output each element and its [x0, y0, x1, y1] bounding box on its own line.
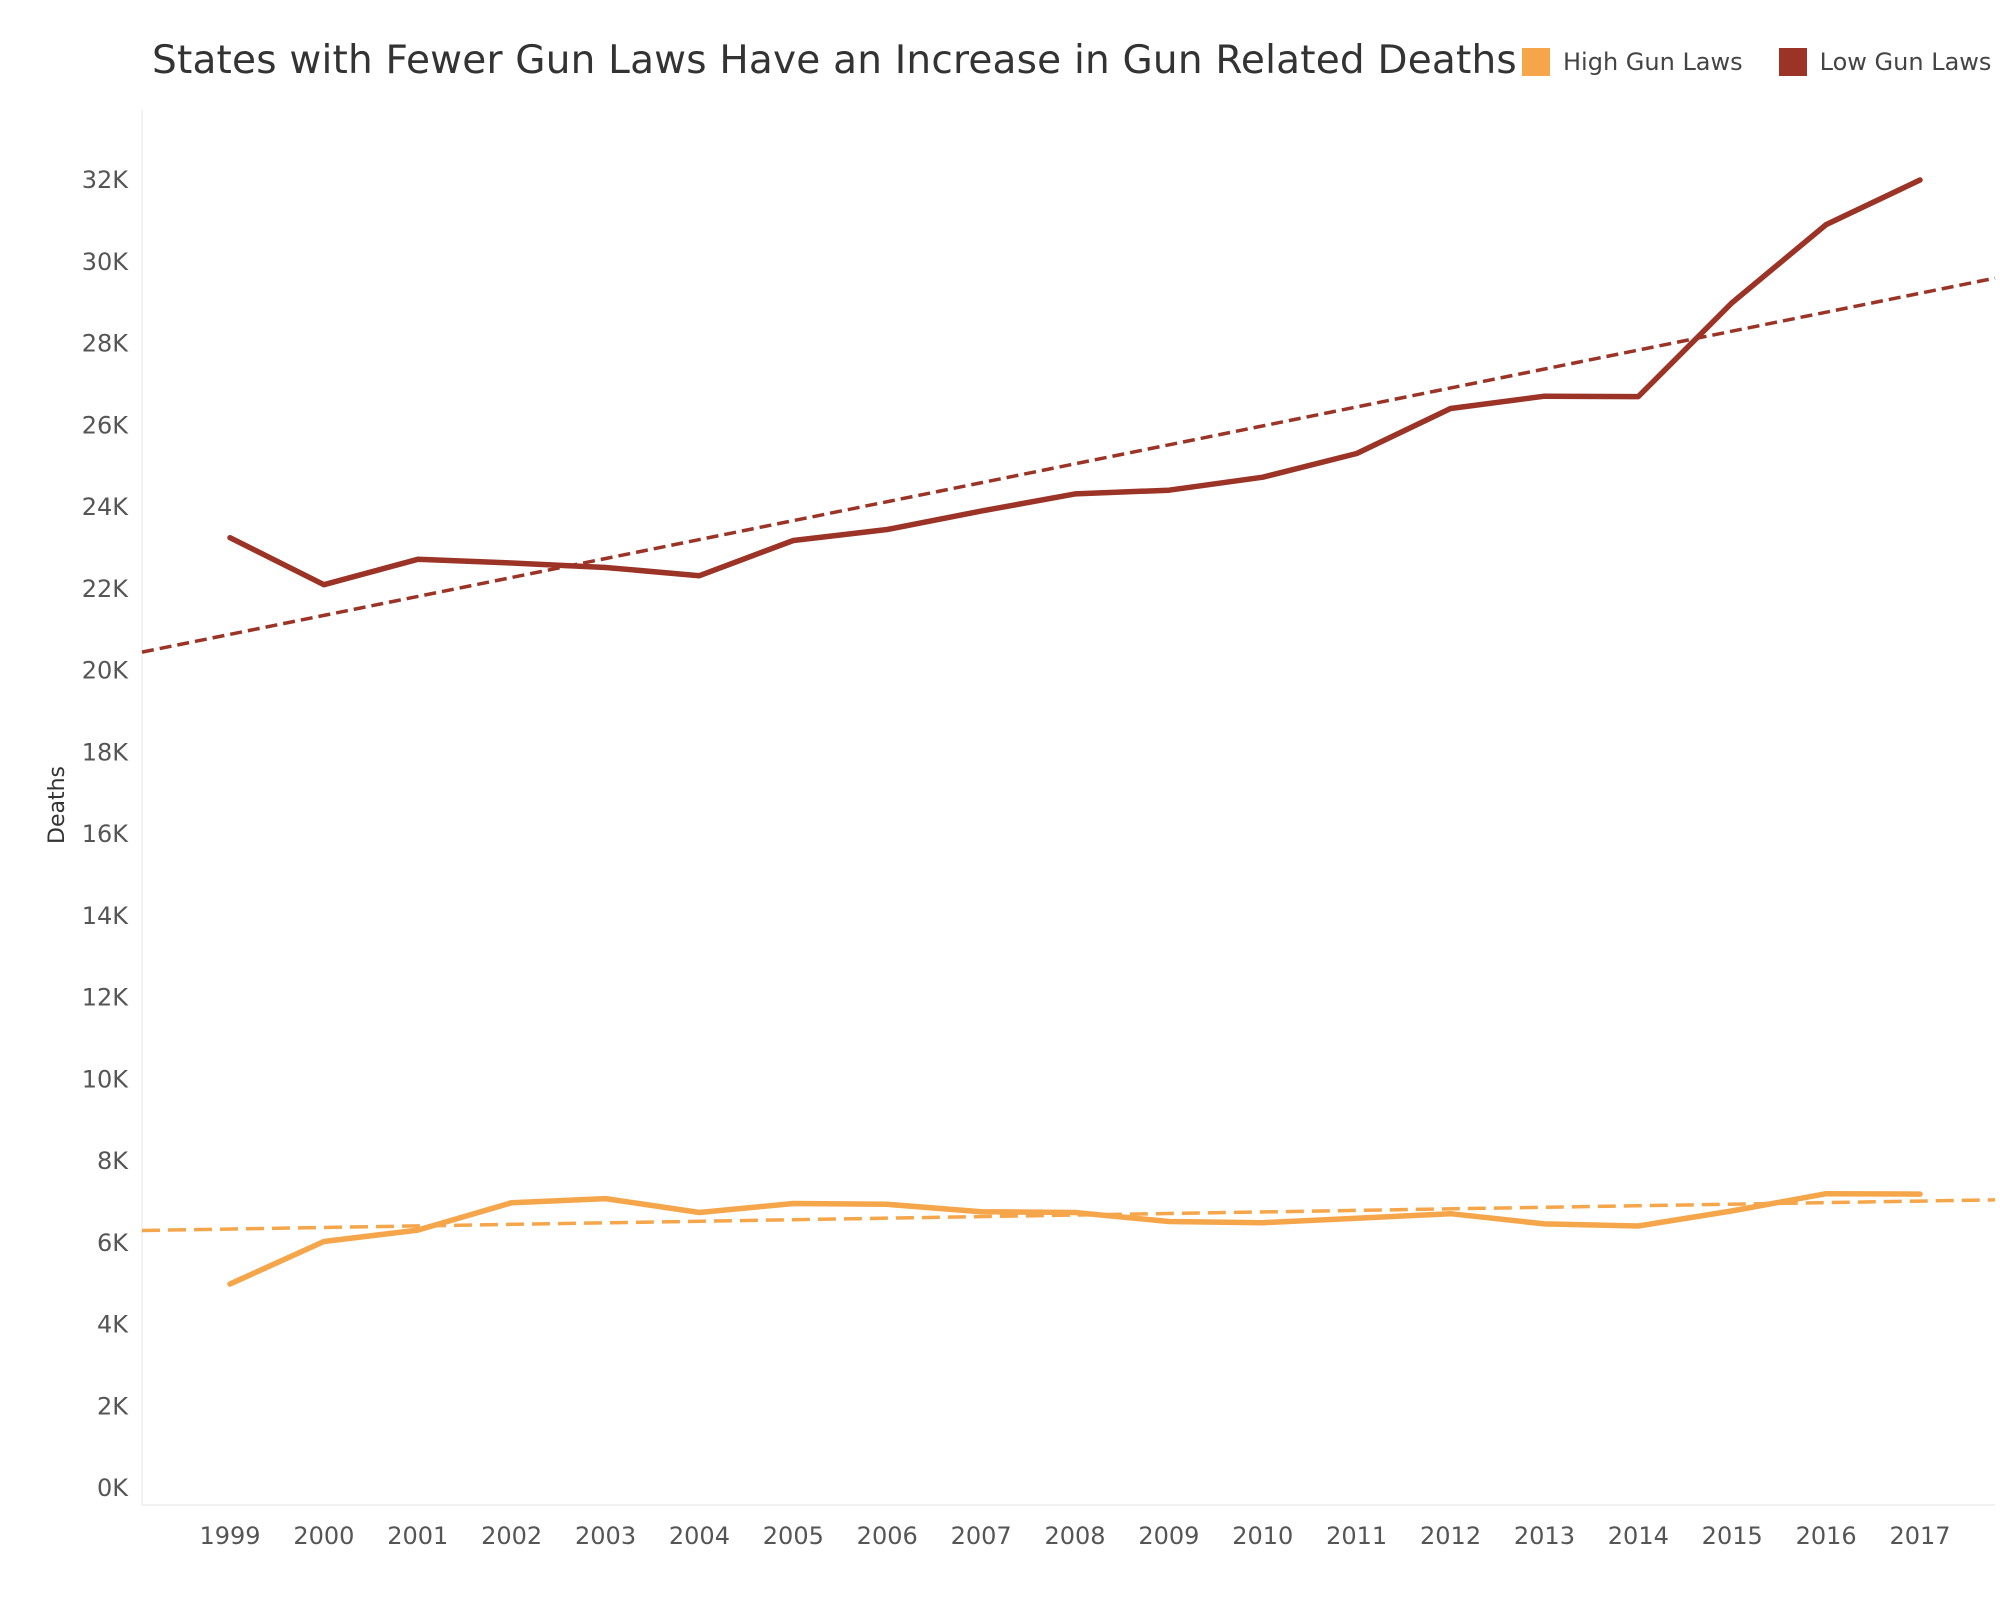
y-tick-label: 0K — [97, 1474, 129, 1502]
x-tick-label: 2010 — [1232, 1522, 1293, 1550]
x-axis-ticks: 1999 2000 2001 2002 2003 2004 2005 2006 2007 2008… — [199, 1522, 1950, 1550]
x-tick-label: 2004 — [669, 1522, 730, 1550]
x-tick-label: 2007 — [951, 1522, 1012, 1550]
trend-line-low-gun-laws — [141, 276, 1996, 654]
y-tick-label: 24K — [82, 493, 130, 521]
x-tick-label: 2000 — [293, 1522, 354, 1550]
x-tick-label: 2001 — [387, 1522, 448, 1550]
y-axis-ticks: 0K 2K 4K 6K 8K 10K 12K 14K 16K 18K 20K 22K 24K 26K 28K… — [82, 166, 130, 1502]
legend-swatch-low-gun-laws — [1778, 48, 1807, 76]
legend-item-high-gun-laws[interactable]: High Gun Laws — [1522, 48, 1743, 76]
y-tick-label: 30K — [82, 248, 130, 276]
y-tick-label: 28K — [82, 330, 130, 358]
x-tick-label: 2008 — [1044, 1522, 1105, 1550]
x-tick-label: 2012 — [1420, 1522, 1481, 1550]
trend-lines — [141, 276, 1996, 1233]
x-tick-label: 2002 — [481, 1522, 542, 1550]
x-tick-label: 2014 — [1608, 1522, 1669, 1550]
x-tick-label: 2016 — [1796, 1522, 1857, 1550]
y-tick-label: 8K — [97, 1147, 129, 1175]
legend: High Gun Laws Low Gun Laws — [1522, 48, 2000, 76]
y-tick-label: 12K — [82, 984, 130, 1012]
series-line-low-gun-laws[interactable] — [227, 177, 1923, 588]
x-tick-label: 2005 — [763, 1522, 824, 1550]
y-tick-label: 4K — [97, 1311, 129, 1339]
x-tick-label: 2015 — [1702, 1522, 1763, 1550]
x-tick-label: 1999 — [199, 1522, 260, 1550]
series-lines — [227, 177, 1923, 1287]
y-tick-label: 22K — [82, 575, 130, 603]
y-tick-label: 2K — [97, 1392, 129, 1420]
x-tick-label: 2009 — [1138, 1522, 1199, 1550]
y-tick-label: 32K — [82, 166, 130, 194]
y-tick-label: 18K — [82, 738, 130, 766]
y-tick-label: 14K — [82, 902, 130, 930]
y-tick-label: 16K — [82, 820, 130, 848]
x-tick-label: 2011 — [1326, 1522, 1387, 1550]
x-tick-label: 2013 — [1514, 1522, 1575, 1550]
legend-swatch-high-gun-laws — [1522, 48, 1550, 76]
legend-item-low-gun-laws[interactable]: Low Gun Laws — [1778, 48, 1992, 76]
x-tick-label: 2017 — [1889, 1522, 1950, 1550]
chart-title: States with Fewer Gun Laws Have an Incre… — [152, 38, 1517, 83]
x-tick-label: 2006 — [857, 1522, 918, 1550]
legend-label-low-gun-laws: Low Gun Laws — [1819, 48, 1992, 76]
y-axis-title: Deaths — [45, 766, 70, 844]
series-line-high-gun-laws[interactable] — [227, 1190, 1923, 1287]
legend-label-high-gun-laws: High Gun Laws — [1563, 48, 1743, 76]
x-tick-label: 2003 — [575, 1522, 636, 1550]
y-tick-label: 10K — [82, 1065, 130, 1093]
y-tick-label: 6K — [97, 1229, 129, 1257]
y-tick-label: 26K — [82, 411, 130, 439]
y-tick-label: 20K — [82, 657, 130, 685]
